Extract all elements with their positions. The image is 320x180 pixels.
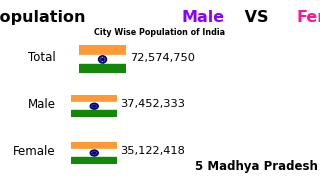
Circle shape [93,106,95,107]
Bar [79,64,126,73]
Text: 5 Madhya Pradesh: 5 Madhya Pradesh [195,160,317,173]
Text: Female: Female [13,145,56,158]
Circle shape [93,152,95,154]
Bar [79,55,126,64]
Bar [71,142,117,149]
Circle shape [102,59,103,60]
Text: 72,574,750: 72,574,750 [130,53,195,63]
Bar [71,102,117,110]
Text: India Population: India Population [0,10,91,25]
Bar [71,95,117,102]
Bar [71,149,117,157]
Bar [71,157,117,164]
Text: City Wise Population of India: City Wise Population of India [94,28,226,37]
Bar [79,45,126,55]
Text: VS: VS [239,10,274,25]
Text: Total: Total [28,51,56,64]
Text: Male: Male [182,10,225,25]
Text: 37,452,333: 37,452,333 [120,99,185,109]
Text: Male: Male [28,98,56,111]
Text: 35,122,418: 35,122,418 [120,146,185,156]
Text: Female: Female [297,10,320,25]
Bar [71,110,117,118]
